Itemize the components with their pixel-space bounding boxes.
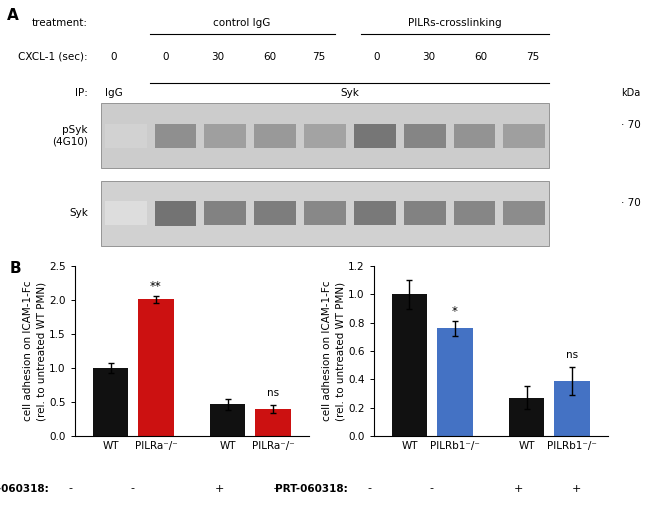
- Bar: [354, 124, 396, 148]
- Text: PILRs-crosslinking: PILRs-crosslinking: [408, 18, 502, 28]
- Bar: [503, 124, 545, 148]
- Text: 60: 60: [474, 52, 488, 62]
- Text: PRT-060318:: PRT-060318:: [276, 484, 348, 494]
- Text: control IgG: control IgG: [213, 18, 271, 28]
- Text: 60: 60: [263, 52, 276, 62]
- Text: B: B: [10, 261, 21, 276]
- Text: +: +: [571, 484, 581, 494]
- Text: 30: 30: [211, 52, 224, 62]
- Text: pSyk
(4G10): pSyk (4G10): [52, 125, 88, 147]
- Bar: [105, 201, 147, 225]
- Bar: [454, 124, 495, 148]
- Text: · 70: · 70: [621, 120, 640, 130]
- Text: 0: 0: [111, 52, 117, 62]
- Bar: [101, 181, 549, 246]
- Bar: [437, 329, 473, 436]
- Text: ns: ns: [566, 350, 578, 360]
- Bar: [92, 368, 129, 436]
- Bar: [254, 124, 296, 148]
- Bar: [209, 404, 246, 436]
- Text: treatment:: treatment:: [32, 18, 88, 28]
- Text: Syk: Syk: [69, 208, 88, 219]
- Bar: [155, 124, 196, 148]
- Bar: [101, 103, 549, 168]
- Bar: [255, 409, 291, 436]
- Bar: [404, 124, 446, 148]
- Bar: [204, 124, 246, 148]
- Bar: [155, 201, 196, 226]
- Bar: [391, 295, 427, 436]
- Y-axis label: cell adhesion on ICAM-1-Fc
(rel. to untreated WT PMN): cell adhesion on ICAM-1-Fc (rel. to untr…: [322, 281, 345, 421]
- Bar: [404, 201, 446, 226]
- Text: CXCL-1 (sec):: CXCL-1 (sec):: [18, 52, 88, 62]
- Bar: [204, 201, 246, 226]
- Text: +: +: [215, 484, 224, 494]
- Text: +: +: [272, 484, 282, 494]
- Text: IgG: IgG: [105, 88, 123, 98]
- Bar: [503, 201, 545, 226]
- Bar: [304, 201, 346, 226]
- Text: **: **: [150, 280, 162, 293]
- Bar: [354, 201, 396, 226]
- Bar: [454, 201, 495, 226]
- Text: -: -: [130, 484, 134, 494]
- Text: *: *: [452, 305, 458, 318]
- Text: 0: 0: [162, 52, 169, 62]
- Text: PRT-060318:: PRT-060318:: [0, 484, 49, 494]
- Text: -: -: [68, 484, 72, 494]
- Text: · 70: · 70: [621, 198, 640, 208]
- Bar: [254, 201, 296, 226]
- Bar: [508, 398, 545, 436]
- Text: IP:: IP:: [75, 88, 88, 98]
- Text: -: -: [367, 484, 371, 494]
- Text: 30: 30: [422, 52, 436, 62]
- Text: kDa: kDa: [621, 88, 640, 98]
- Text: Syk: Syk: [340, 88, 359, 98]
- Text: 75: 75: [526, 52, 539, 62]
- Text: 75: 75: [312, 52, 325, 62]
- Bar: [105, 124, 147, 148]
- Text: -: -: [429, 484, 433, 494]
- Bar: [304, 124, 346, 148]
- Text: 0: 0: [374, 52, 380, 62]
- Text: +: +: [514, 484, 523, 494]
- Y-axis label: cell adhesion on ICAM-1-Fc
(rel. to untreated WT PMN): cell adhesion on ICAM-1-Fc (rel. to untr…: [23, 281, 46, 421]
- Bar: [554, 381, 590, 436]
- Text: ns: ns: [267, 388, 279, 398]
- Bar: [138, 300, 174, 436]
- Text: A: A: [6, 8, 18, 23]
